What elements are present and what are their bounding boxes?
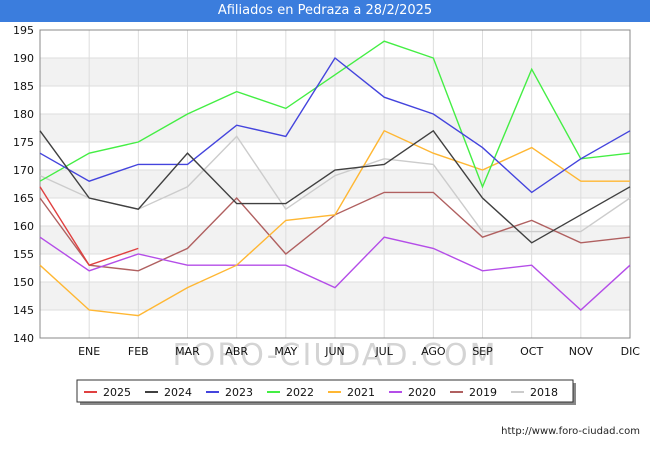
y-tick-label: 180 [13, 108, 34, 121]
x-tick-label: NOV [569, 345, 594, 358]
x-tick-label: ENE [78, 345, 100, 358]
x-tick-label: AGO [421, 345, 446, 358]
legend-label-2018: 2018 [530, 386, 558, 399]
legend-label-2023: 2023 [225, 386, 253, 399]
series-lines [39, 40, 631, 317]
series-line-2025 [39, 186, 139, 267]
y-tick-label: 165 [13, 192, 34, 205]
legend-label-2021: 2021 [347, 386, 375, 399]
y-tick-label: 175 [13, 136, 34, 149]
source-link[interactable]: http://www.foro-ciudad.com [501, 426, 640, 437]
series-line-2023 [39, 56, 631, 194]
series-line-2022 [39, 40, 631, 189]
legend-label-2025: 2025 [103, 386, 131, 399]
legend-label-2024: 2024 [164, 386, 192, 399]
x-tick-label: JUN [324, 345, 345, 358]
y-tick-label: 170 [13, 164, 34, 177]
x-tick-label: OCT [520, 345, 543, 358]
legend-box [76, 379, 574, 403]
series-line-2024 [39, 129, 631, 244]
legend-label-2019: 2019 [469, 386, 497, 399]
legend-label-2022: 2022 [286, 386, 314, 399]
x-tick-label: SEP [472, 345, 493, 358]
y-tick-label: 160 [13, 220, 34, 233]
legend: 2025 2024 2023 2022 2021 2020 2019 2018 [76, 379, 576, 405]
x-tick-label: MAY [274, 345, 297, 358]
x-tick-label: MAR [175, 345, 200, 358]
chart-title: Afiliados en Pedraza a 28/2/2025 [0, 0, 650, 22]
y-tick-label: 195 [13, 24, 34, 37]
y-tick-label: 145 [13, 304, 34, 317]
x-tick-label: JUL [374, 345, 393, 358]
legend-label-2020: 2020 [408, 386, 436, 399]
y-tick-label: 190 [13, 52, 34, 65]
x-tick-label: DIC [621, 345, 641, 358]
plot-area [39, 29, 631, 339]
y-tick-label: 185 [13, 80, 34, 93]
x-axis-ticks: ENE FEB MAR ABR MAY JUN JUL AGO SEP OCT NOV DIC [78, 345, 640, 358]
y-axis-ticks: 140 145 150 155 160 165 170 175 180 185 190 195 [13, 24, 34, 345]
watermark: FORO-CIUDAD.COM [173, 338, 498, 373]
x-tick-label: FEB [128, 345, 149, 358]
x-tick-label: ABR [225, 345, 248, 358]
y-tick-label: 150 [13, 276, 34, 289]
series-line-2020 [39, 236, 631, 311]
series-line-2021 [39, 129, 630, 317]
y-tick-label: 155 [13, 248, 34, 261]
y-tick-label: 140 [13, 332, 34, 345]
